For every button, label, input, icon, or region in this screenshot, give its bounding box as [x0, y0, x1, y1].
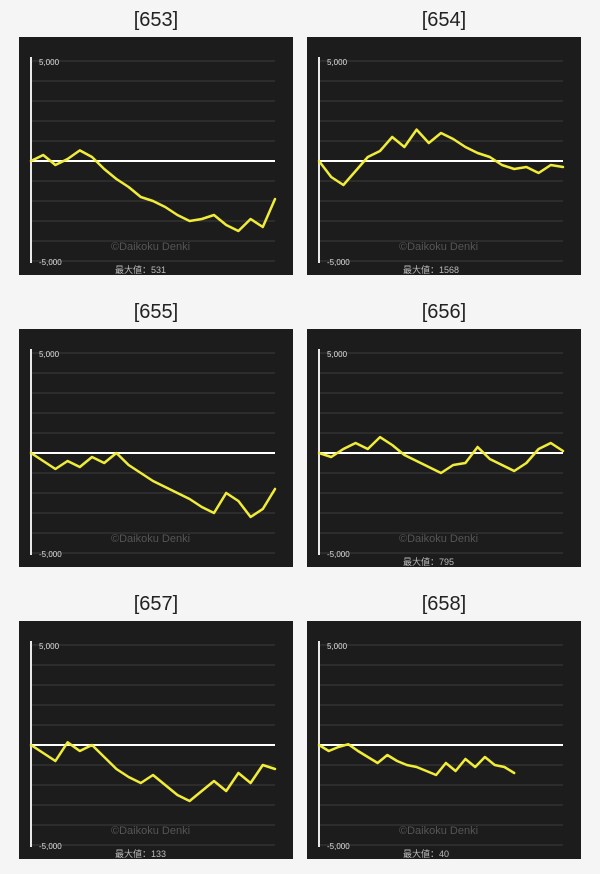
watermark: ©Daikoku Denki: [111, 825, 190, 837]
y-min-label: -5,000: [327, 550, 350, 559]
chart-svg: 5,000 -5,000 ©Daikoku Denki: [29, 349, 277, 559]
max-value-label: 最大値：795: [403, 556, 454, 567]
chart-box: 5,000 -5,000 ©Daikoku Denki 最大値：531: [19, 37, 293, 275]
y-min-label: -5,000: [39, 550, 62, 559]
y-max-label: 5,000: [39, 58, 60, 67]
chart-panel: [655] 5,000 -5,000 ©Daikoku Denki: [19, 296, 293, 567]
chart-box: 5,000 -5,000 ©Daikoku Denki 最大値：795: [307, 329, 581, 567]
chart-svg: 5,000 -5,000 ©Daikoku Denki 最大値：1568: [317, 57, 565, 275]
chart-svg: 5,000 -5,000 ©Daikoku Denki 最大値：133: [29, 641, 277, 859]
watermark: ©Daikoku Denki: [399, 241, 478, 253]
chart-box: 5,000 -5,000 ©Daikoku Denki 最大値：1568: [307, 37, 581, 275]
chart-title: [653]: [133, 9, 179, 31]
series-line: [29, 149, 277, 233]
series-line: [317, 742, 516, 777]
chart-title: [655]: [133, 301, 179, 323]
watermark: ©Daikoku Denki: [111, 241, 190, 253]
max-value-label: 最大値：1568: [403, 264, 459, 275]
chart-svg: 5,000 -5,000 ©Daikoku Denki 最大値：795: [317, 349, 565, 567]
y-min-label: -5,000: [327, 842, 350, 851]
series-line: [29, 741, 277, 803]
chart-box: 5,000 -5,000 ©Daikoku Denki 最大値：133: [19, 621, 293, 859]
chart-panel: [658] 5,000 -5,000 ©Daikoku Denki 最大値：40: [307, 588, 581, 859]
chart-svg: 5,000 -5,000 ©Daikoku Denki 最大値：531: [29, 57, 277, 275]
chart-panel: [657] 5,000 -5,000 ©Daikoku Denki 最大値：133: [19, 588, 293, 859]
chart-panel: [653] 5,000 -5,000 ©Daikoku Denki 最大値：531: [19, 4, 293, 275]
y-max-label: 5,000: [39, 350, 60, 359]
y-max-label: 5,000: [327, 350, 348, 359]
chart-title: [658]: [421, 593, 467, 615]
series-line: [317, 128, 565, 187]
chart-box: 5,000 -5,000 ©Daikoku Denki 最大値：40: [307, 621, 581, 859]
y-max-label: 5,000: [39, 642, 60, 651]
y-min-label: -5,000: [39, 258, 62, 267]
series-line: [317, 435, 565, 475]
chart-panel: [654] 5,000 -5,000 ©Daikoku Denki 最大値：1568: [307, 4, 581, 275]
max-value-label: 最大値：531: [115, 264, 166, 275]
max-value-label: 最大値：133: [115, 848, 166, 859]
chart-panel: [656] 5,000 -5,000 ©Daikoku Denki 最大値：795: [307, 296, 581, 567]
series-line: [29, 451, 277, 519]
y-min-label: -5,000: [327, 258, 350, 267]
chart-title: [656]: [421, 301, 467, 323]
watermark: ©Daikoku Denki: [111, 533, 190, 545]
max-value-label: 最大値：40: [403, 848, 449, 859]
watermark: ©Daikoku Denki: [399, 825, 478, 837]
watermark: ©Daikoku Denki: [399, 533, 478, 545]
chart-title: [654]: [421, 9, 467, 31]
chart-title: [657]: [133, 593, 179, 615]
y-min-label: -5,000: [39, 842, 62, 851]
chart-box: 5,000 -5,000 ©Daikoku Denki: [19, 329, 293, 567]
y-max-label: 5,000: [327, 642, 348, 651]
chart-svg: 5,000 -5,000 ©Daikoku Denki 最大値：40: [317, 641, 563, 859]
y-max-label: 5,000: [327, 58, 348, 67]
